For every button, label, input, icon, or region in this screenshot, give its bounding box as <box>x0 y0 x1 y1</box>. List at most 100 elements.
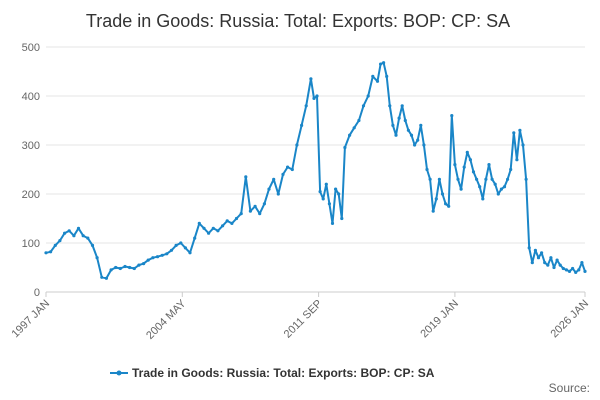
data-point[interactable] <box>385 74 389 78</box>
data-point[interactable] <box>151 256 155 260</box>
data-point[interactable] <box>425 167 429 172</box>
data-point[interactable] <box>258 212 262 216</box>
data-point[interactable] <box>286 165 290 169</box>
data-point[interactable] <box>290 167 294 172</box>
data-point[interactable] <box>244 175 248 179</box>
data-point[interactable] <box>533 248 538 252</box>
data-point[interactable] <box>444 202 448 206</box>
data-point[interactable] <box>128 265 132 270</box>
data-point[interactable] <box>86 236 90 240</box>
data-point[interactable] <box>440 192 445 196</box>
data-point[interactable] <box>67 229 71 233</box>
data-point[interactable] <box>462 165 466 169</box>
data-point[interactable] <box>493 182 497 186</box>
data-point[interactable] <box>321 197 325 201</box>
data-point[interactable] <box>114 265 118 270</box>
data-point[interactable] <box>456 177 460 181</box>
data-point[interactable] <box>536 256 541 260</box>
legend[interactable]: Trade in Goods: Russia: Total: Exports: … <box>110 366 435 380</box>
data-point[interactable] <box>188 251 192 255</box>
data-point[interactable] <box>524 177 528 181</box>
data-point[interactable] <box>527 246 531 250</box>
data-point[interactable] <box>100 275 104 279</box>
data-point[interactable] <box>300 123 304 127</box>
data-point[interactable] <box>382 61 386 65</box>
data-point[interactable] <box>193 236 197 240</box>
data-point[interactable] <box>549 256 553 260</box>
data-point[interactable] <box>431 209 435 213</box>
data-point[interactable] <box>371 74 375 78</box>
data-point[interactable] <box>434 197 438 201</box>
data-point[interactable] <box>450 114 454 118</box>
data-point[interactable] <box>248 209 252 213</box>
data-point[interactable] <box>95 256 99 260</box>
data-point[interactable] <box>276 192 280 196</box>
data-point[interactable] <box>318 190 322 194</box>
data-point[interactable] <box>558 263 562 267</box>
data-point[interactable] <box>169 248 174 252</box>
data-point[interactable] <box>262 202 266 206</box>
data-point[interactable] <box>574 270 578 274</box>
data-point[interactable] <box>447 204 451 208</box>
data-point[interactable] <box>375 79 380 83</box>
data-point[interactable] <box>580 261 584 265</box>
data-point[interactable] <box>419 123 423 127</box>
data-point[interactable] <box>379 62 383 66</box>
data-point[interactable] <box>388 104 392 108</box>
data-point[interactable] <box>561 266 565 271</box>
data-point[interactable] <box>413 143 417 147</box>
data-point[interactable] <box>509 167 513 172</box>
data-point[interactable] <box>490 177 494 181</box>
data-point[interactable] <box>234 216 239 221</box>
data-point[interactable] <box>165 252 169 256</box>
data-point[interactable] <box>481 197 485 201</box>
data-point[interactable] <box>225 219 229 223</box>
data-point[interactable] <box>281 172 285 176</box>
data-point[interactable] <box>211 226 215 230</box>
data-point[interactable] <box>546 263 550 267</box>
data-point[interactable] <box>132 266 136 271</box>
data-point[interactable] <box>109 268 113 272</box>
data-point[interactable] <box>312 96 316 100</box>
data-point[interactable] <box>207 231 211 235</box>
data-point[interactable] <box>502 185 507 189</box>
data-point[interactable] <box>239 212 243 216</box>
source-label[interactable]: Source: <box>549 381 590 395</box>
data-point[interactable] <box>397 116 401 120</box>
data-point[interactable] <box>58 239 62 243</box>
data-point[interactable] <box>521 143 525 147</box>
data-point[interactable] <box>90 243 95 247</box>
data-point[interactable] <box>518 128 522 132</box>
data-point[interactable] <box>123 264 127 269</box>
data-point[interactable] <box>295 143 299 147</box>
data-point[interactable] <box>555 258 559 262</box>
data-point[interactable] <box>309 77 313 81</box>
data-point[interactable] <box>155 255 160 259</box>
data-point[interactable] <box>571 266 575 271</box>
data-point[interactable] <box>484 177 488 181</box>
data-point[interactable] <box>340 216 344 221</box>
data-point[interactable] <box>468 158 472 162</box>
data-point[interactable] <box>81 234 85 238</box>
data-point[interactable] <box>499 187 503 191</box>
data-point[interactable] <box>409 133 414 137</box>
data-point[interactable] <box>453 163 457 167</box>
data-point[interactable] <box>512 131 516 135</box>
data-point[interactable] <box>142 262 146 266</box>
data-point[interactable] <box>216 229 220 233</box>
data-point[interactable] <box>348 133 352 137</box>
data-point[interactable] <box>160 253 164 257</box>
data-point[interactable] <box>315 94 319 98</box>
data-point[interactable] <box>221 224 225 228</box>
data-point[interactable] <box>183 246 187 250</box>
data-point[interactable] <box>230 221 234 225</box>
data-point[interactable] <box>267 187 271 191</box>
data-point[interactable] <box>304 104 308 108</box>
data-point[interactable] <box>422 143 426 147</box>
data-point[interactable] <box>352 126 356 130</box>
data-point[interactable] <box>104 276 108 280</box>
data-point[interactable] <box>49 250 53 254</box>
data-point[interactable] <box>146 258 150 262</box>
data-point[interactable] <box>179 241 183 245</box>
data-point[interactable] <box>540 251 544 255</box>
